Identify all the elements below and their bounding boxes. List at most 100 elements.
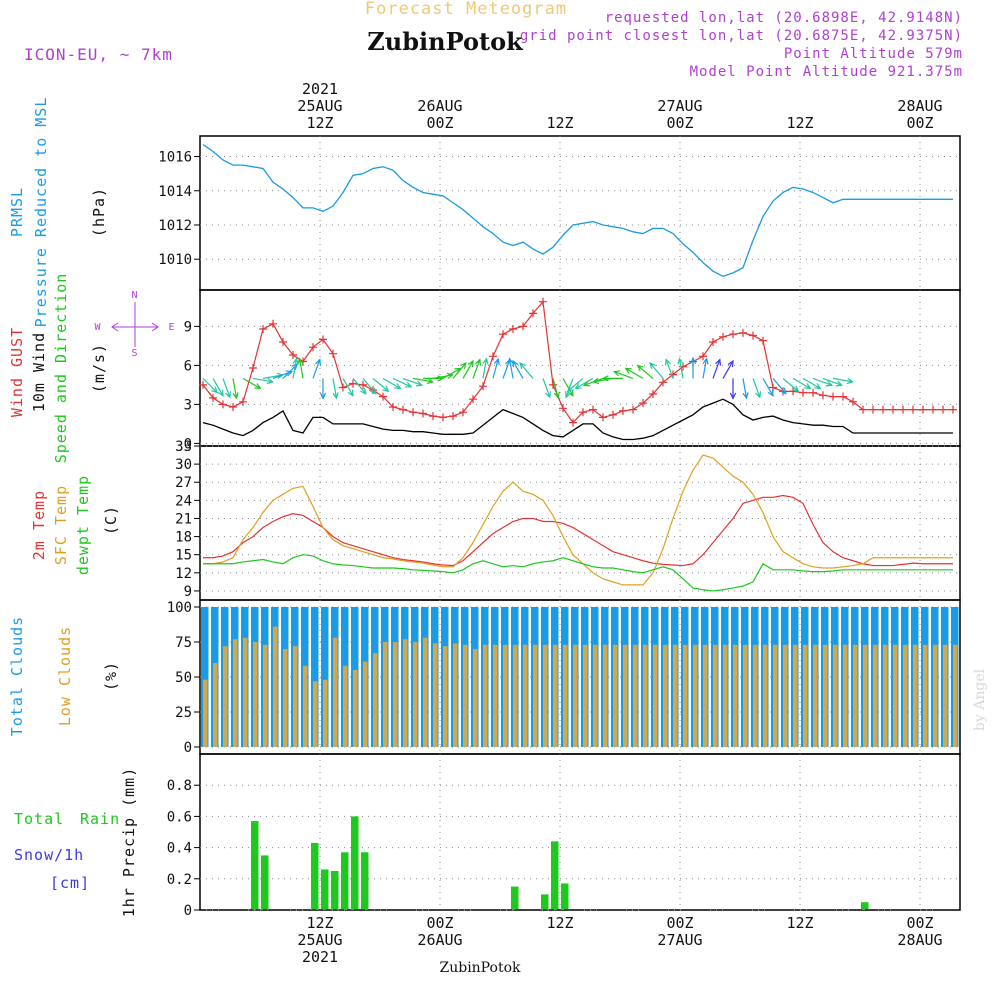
wind-ytick-label: 6 [184,358,192,374]
wind-direction-arrowhead [512,359,519,368]
time-label: 26AUG [417,931,462,949]
low-cloud-bar [483,644,488,747]
wind-frame [199,289,961,447]
time-label: 25AUG [297,97,342,115]
requested-point: requested lon,lat (20.6898E, 42.9148N) [605,10,963,26]
time-label: 27AUG [657,931,702,949]
low-cloud-bar [413,642,418,747]
wind-direction-arrowhead [825,380,834,387]
wind-gust-marker [859,405,867,414]
temp-panel-labels: 2m Temp SFC Temp dewpt Temp (C) [30,475,120,575]
low-cloud-bar [683,644,688,747]
wind-direction-arrow [678,358,684,379]
low-cloud-bar [563,644,568,747]
wind-direction-arrowhead [232,392,239,400]
low-cloud-bar [653,644,658,747]
wind-ytick-label: 9 [184,319,192,335]
wind-gust-marker [619,406,627,415]
precip-ytick-label: 0.8 [167,778,192,794]
wind-panel-labels: Wind GUST 10m Wind Speed and Direction (… [8,273,175,464]
time-label: 00Z [426,914,453,932]
temp-2m-line [203,494,953,567]
wind-gust-marker [359,380,367,389]
pressure-ytick-label: 1012 [158,218,192,234]
wind-direction-arrowhead [297,357,304,365]
wind-gust-marker [869,405,877,414]
wind-gust-marker [839,392,847,401]
low-cloud-bar [323,679,328,747]
low-cloud-bar [263,644,268,747]
wind-direction-arrowhead [566,385,574,393]
total-cloud-bar [201,607,209,747]
clouds-ytick-label: 0 [184,740,192,756]
wind-direction-arrow [352,378,367,395]
wind-direction-arrow [614,370,634,379]
wind-gust-marker [699,352,707,361]
clouds-ytick-label: 25 [175,705,192,721]
wind-gust-marker [589,405,597,414]
wind-gust-marker [509,325,517,333]
rain-bar [321,869,329,910]
wind-direction-arrowhead [482,357,489,365]
wind-direction-arrowhead [405,381,413,388]
low-cloud-bar [623,644,628,747]
rain-bar [351,816,359,910]
low-cloud-bar [463,644,468,747]
time-label: 27AUG [657,97,702,115]
temperature-ytick-label: 12 [175,566,192,582]
wind-gust-marker [409,408,417,417]
compass-east: E [168,322,175,333]
rain-bar [251,821,259,910]
wind-direction-arrow [762,378,774,397]
wind-gust-marker [219,400,227,409]
time-label: 00Z [906,914,933,932]
wind-direction-arrow [752,378,761,398]
wind-gust-marker [479,382,487,391]
wind-direction-arrow [472,359,481,379]
wind-direction-arrow [637,365,654,379]
wind-direction-arrow [712,359,721,379]
wind-direction-arrowhead [755,391,762,399]
wind-label-gust: Wind GUST [8,327,26,417]
wind-direction-arrowhead [664,358,671,366]
low-cloud-bar [893,644,898,747]
wind-direction-arrow [832,377,853,383]
low-cloud-bar [783,644,788,747]
wind-direction-arrowhead [677,357,684,365]
low-cloud-bar [663,644,668,747]
wind-gust-marker [609,410,617,419]
wind-gust-marker [469,395,477,404]
wind-ytick-label: 0 [184,436,192,452]
time-label: 00Z [666,914,693,932]
wind-direction-arrow [332,378,338,399]
wind-direction-arrowhead [507,357,514,365]
time-label: 2021 [302,948,338,966]
time-label: 12Z [546,914,573,932]
wind-direction-arrowhead [315,358,322,366]
wind-gust-marker [599,413,607,422]
wind-direction-arrow [625,367,644,379]
wind-direction-arrowhead [291,363,299,371]
wind-gust-marker [739,328,747,337]
cloud-label-low: Low Clouds [56,626,74,726]
time-label: 12Z [306,914,333,932]
low-cloud-bar [303,665,308,747]
wind-label-10m: 10m Wind [30,332,48,412]
wind-gust-marker [659,378,667,387]
wind-direction-arrow [212,378,224,397]
wind-direction-arrow [222,378,231,398]
low-cloud-bar [443,646,448,747]
wind-direction-arrow [649,362,664,379]
wind-direction-arrow [452,362,467,379]
time-label: 12Z [786,114,813,132]
wind-unit: (m/s) [90,343,108,393]
low-cloud-bar [473,649,478,747]
wind-direction-arrowhead [292,357,299,365]
wind-gust-marker [549,380,557,389]
rain-bar [311,842,319,910]
low-cloud-bar [943,644,948,747]
low-cloud-bar [433,643,438,747]
temperature-ytick-label: 33 [175,439,192,455]
